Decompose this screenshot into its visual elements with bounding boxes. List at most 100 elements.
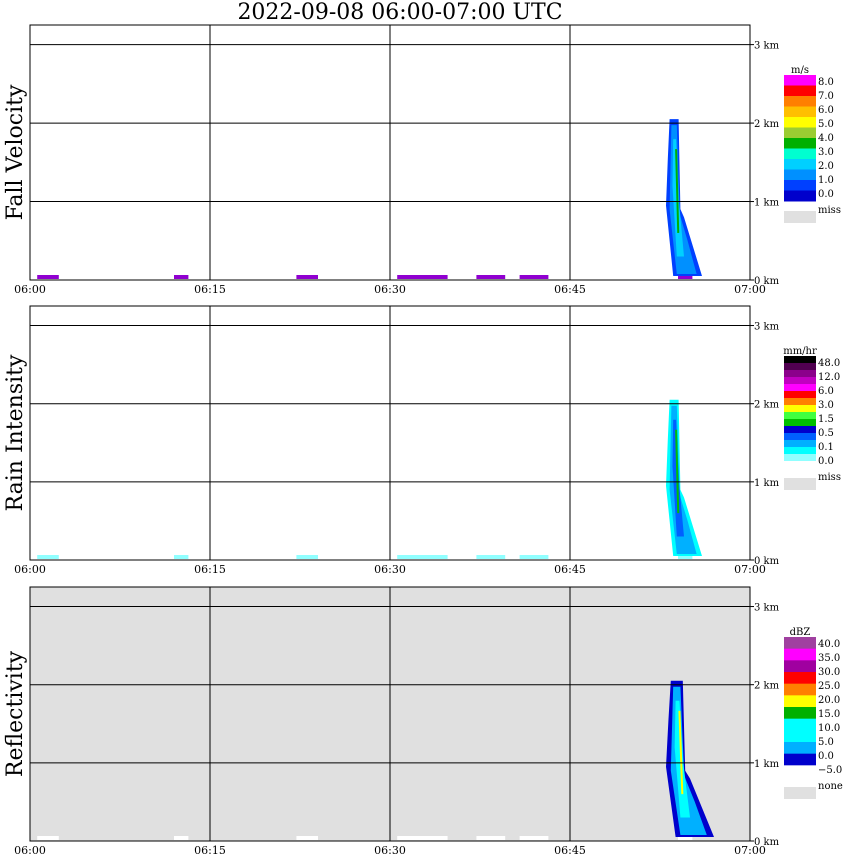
- time-tick-label: 07:00: [734, 563, 766, 576]
- surface-echo: [678, 836, 693, 840]
- legend-swatch: [784, 180, 816, 191]
- legend-label: 7.0: [818, 91, 834, 102]
- surface-echo: [174, 836, 189, 840]
- panel-title: Reflectivity: [3, 650, 28, 777]
- legend-unit: m/s: [791, 65, 809, 76]
- legend-label: 5.0: [818, 737, 834, 748]
- legend-label: 6.0: [818, 386, 834, 397]
- plot-frame: [29, 586, 751, 842]
- time-tick-label: 06:45: [554, 283, 586, 296]
- legend-label: 0.5: [818, 428, 834, 439]
- time-tick-label: 06:00: [14, 283, 46, 296]
- height-tick-label: 1 km: [754, 759, 780, 770]
- legend-miss-swatch: [784, 787, 816, 799]
- panel-title: Fall Velocity: [3, 84, 28, 220]
- legend-swatch: [784, 419, 816, 427]
- echo-core: [675, 149, 680, 233]
- surface-echo: [174, 275, 189, 279]
- surface-echo: [37, 555, 59, 559]
- legend-swatch: [784, 117, 816, 128]
- legend-label: 15.0: [818, 709, 840, 720]
- legend-miss-label: miss: [818, 472, 841, 483]
- legend-unit: dBZ: [790, 627, 811, 638]
- time-tick-label: 06:30: [374, 844, 406, 857]
- panel-title: Rain Intensity: [3, 354, 28, 511]
- time-tick-label: 06:00: [14, 844, 46, 857]
- legend-swatch: [784, 648, 816, 661]
- surface-echo: [476, 275, 506, 279]
- height-tick-label: 2 km: [754, 119, 780, 130]
- echo-core: [678, 710, 684, 795]
- height-tick-label: 0 km: [754, 276, 780, 287]
- legend-swatch: [784, 159, 816, 170]
- legend-swatch: [784, 85, 816, 97]
- time-tick-label: 07:00: [734, 283, 766, 296]
- time-tick-label: 06:45: [554, 844, 586, 857]
- plot-frame: [29, 305, 751, 561]
- time-tick-label: 06:30: [374, 283, 406, 296]
- legend-swatch: [784, 447, 816, 455]
- legend-swatch: [784, 660, 816, 673]
- legend-swatch: [784, 683, 816, 696]
- legend-swatch: [784, 695, 816, 708]
- time-tick-label: 06:15: [194, 283, 226, 296]
- time-tick-label: 06:30: [374, 563, 406, 576]
- legend-label: 10.0: [818, 723, 840, 734]
- height-tick-label: 2 km: [754, 400, 780, 411]
- legend-swatch: [784, 454, 816, 462]
- surface-echo: [519, 555, 549, 559]
- legend-swatch: [784, 148, 816, 160]
- legend-swatch: [784, 370, 816, 378]
- legend-label: 5.0: [818, 119, 834, 130]
- figure-title: 2022-09-08 06:00-07:00 UTC: [237, 0, 563, 25]
- legend-swatch: [784, 412, 816, 420]
- legend-label: 20.0: [818, 695, 840, 706]
- surface-echo: [296, 836, 318, 840]
- legend-label: 2.0: [818, 161, 834, 172]
- legend-label: 1.5: [818, 414, 834, 425]
- surface-echo: [397, 275, 448, 279]
- legend-label: 1.0: [818, 175, 834, 186]
- legend-miss-swatch: [784, 211, 816, 223]
- legend-swatch: [784, 753, 816, 766]
- legend-swatch: [784, 398, 816, 406]
- surface-echo: [174, 555, 189, 559]
- height-tick-label: 2 km: [754, 681, 780, 692]
- height-tick-label: 0 km: [754, 837, 780, 848]
- surface-echo: [37, 275, 59, 279]
- time-tick-label: 06:15: [194, 563, 226, 576]
- legend-swatch: [784, 461, 816, 469]
- legend-swatch: [784, 377, 816, 385]
- legend-swatch: [784, 672, 816, 685]
- legend-label: 6.0: [818, 105, 834, 116]
- legend-label: 3.0: [818, 400, 834, 411]
- surface-echo: [678, 555, 693, 559]
- legend-swatch: [784, 405, 816, 413]
- legend-label: 0.0: [818, 751, 834, 762]
- legend-miss-label: none: [818, 781, 843, 792]
- surface-echo: [296, 555, 318, 559]
- plot-frame: [29, 24, 751, 281]
- legend-swatch: [784, 363, 816, 371]
- legend-label: 35.0: [818, 653, 840, 664]
- time-tick-label: 07:00: [734, 844, 766, 857]
- legend-unit: mm/hr: [783, 346, 817, 357]
- legend-label: 0.1: [818, 442, 834, 453]
- surface-echo: [296, 275, 318, 279]
- legend-label: 40.0: [818, 639, 840, 650]
- echo-column-inner: [674, 700, 690, 818]
- legend-swatch: [784, 96, 816, 107]
- echo-core: [675, 429, 680, 514]
- legend-swatch: [784, 391, 816, 399]
- surface-echo: [37, 836, 59, 840]
- height-tick-label: 1 km: [754, 478, 780, 489]
- legend-label: 8.0: [818, 77, 834, 88]
- height-tick-label: 3 km: [754, 603, 780, 614]
- legend-swatch: [784, 426, 816, 434]
- time-tick-label: 06:45: [554, 563, 586, 576]
- legend-label: 48.0: [818, 358, 840, 369]
- surface-echo: [519, 836, 549, 840]
- legend-miss-swatch: [784, 478, 816, 490]
- height-tick-label: 3 km: [754, 41, 780, 52]
